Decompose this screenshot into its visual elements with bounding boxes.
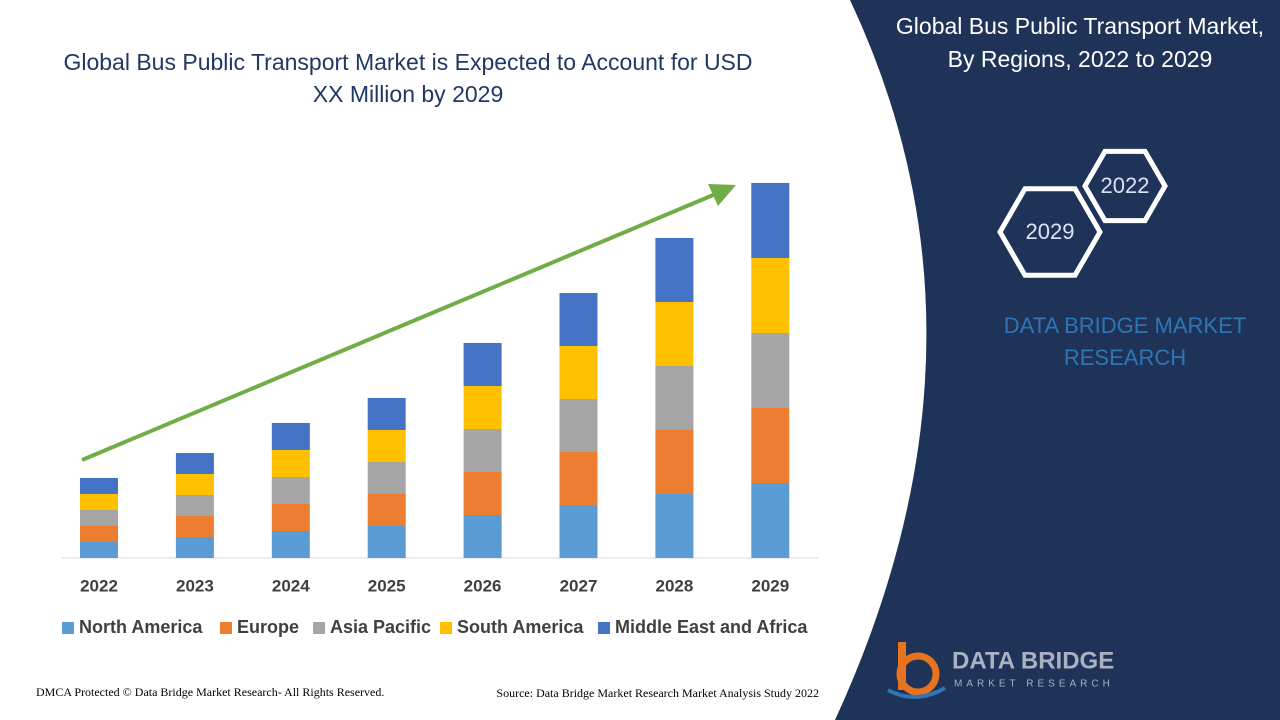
bar-segment — [175, 537, 214, 558]
legend-swatch — [220, 622, 232, 634]
bar-segment — [80, 478, 118, 494]
hex-year: 2029 — [1026, 219, 1075, 244]
bar-segment — [559, 399, 598, 452]
bar-segment — [80, 510, 118, 526]
bar-segment — [271, 504, 310, 531]
trend-arrowhead — [708, 184, 736, 206]
bar-segment — [559, 293, 598, 346]
bar-segment — [751, 183, 790, 258]
x-tick-label: 2028 — [655, 576, 693, 595]
hex-year: 2022 — [1101, 173, 1150, 198]
bar-segment — [271, 531, 310, 558]
x-tick-label: 2026 — [464, 576, 502, 595]
logo-bowl — [896, 652, 940, 696]
legend-label: South America — [457, 617, 584, 637]
logo-icon — [887, 642, 946, 699]
bar-segment — [175, 495, 214, 516]
bar-segment — [463, 515, 502, 558]
legend-swatch — [62, 622, 74, 634]
legend-label: Middle East and Africa — [615, 617, 808, 637]
logo-name: DATA BRIDGE — [952, 647, 1114, 674]
logo-tagline: MARKET RESEARCH — [954, 679, 1114, 690]
bar-segment — [367, 462, 406, 494]
legend-label: North America — [79, 617, 203, 637]
bar-segment — [271, 477, 310, 504]
x-tick-label: 2025 — [368, 576, 406, 595]
hexagon — [997, 186, 1103, 278]
bar-segment — [367, 526, 406, 558]
legend-swatch — [598, 622, 610, 634]
panel-title: Global Bus Public Transport Market, By R… — [895, 13, 1265, 72]
bar-segment — [367, 494, 406, 526]
bar-segment — [463, 386, 502, 429]
bar-segment — [80, 542, 118, 558]
bar-segment — [463, 343, 502, 386]
bar-segment — [367, 398, 406, 430]
bar-segment — [751, 408, 790, 483]
bar-segment — [559, 452, 598, 505]
source: Source: Data Bridge Market Research Mark… — [496, 686, 819, 700]
bar-segment — [655, 494, 694, 558]
x-tick-label: 2022 — [80, 576, 118, 595]
bar-segment — [463, 472, 502, 515]
legend-label: Asia Pacific — [330, 617, 431, 637]
bar-segment — [655, 302, 694, 366]
bar-segment — [80, 494, 118, 510]
bar-segment — [271, 450, 310, 477]
bar-segment — [751, 333, 790, 408]
chart-title: Global Bus Public Transport Market is Ex… — [63, 49, 753, 107]
legend-label: Europe — [237, 617, 299, 637]
hexagon — [1082, 148, 1168, 224]
bar-segment — [271, 423, 310, 450]
side-panel — [835, 0, 1280, 720]
bar-segment — [751, 258, 790, 333]
bar-segment — [559, 505, 598, 558]
trend-arrow — [81, 191, 719, 462]
x-tick-label: 2029 — [751, 576, 789, 595]
brand-name: DATA BRIDGE MARKET RESEARCH — [1003, 313, 1247, 370]
logo-swoosh — [887, 686, 946, 699]
bar-segment — [463, 429, 502, 472]
bar-segment — [655, 366, 694, 430]
bar-segment — [655, 238, 694, 302]
x-tick-label: 2023 — [176, 576, 214, 595]
bar-segment — [80, 526, 118, 542]
legend-swatch — [440, 622, 452, 634]
bar-segment — [655, 430, 694, 494]
bar-segment — [367, 430, 406, 462]
legend-swatch — [313, 622, 325, 634]
bar-segment — [175, 453, 214, 474]
bar-segment — [175, 516, 214, 537]
copyright: DMCA Protected © Data Bridge Market Rese… — [36, 685, 384, 699]
x-tick-label: 2024 — [272, 576, 310, 595]
bar-segment — [175, 474, 214, 495]
x-tick-label: 2027 — [560, 576, 598, 595]
bar-segment — [751, 483, 790, 558]
bar-segment — [559, 346, 598, 399]
